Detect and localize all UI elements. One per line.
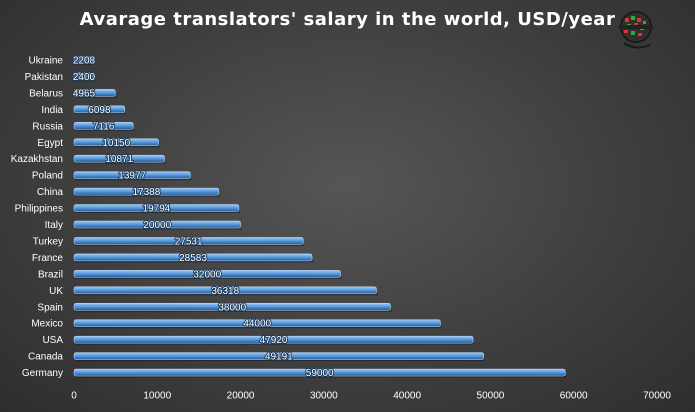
category-label: Ukraine [29, 56, 64, 67]
bar-shadow [75, 195, 220, 197]
bar-shadow [75, 310, 392, 312]
bar-germany [73, 368, 566, 377]
x-tick-label: 60000 [560, 391, 588, 402]
bar-spain [73, 303, 391, 311]
category-label: USA [42, 335, 63, 346]
bar-canada [73, 352, 484, 360]
bar-belarus [73, 89, 116, 97]
category-label: Mexico [31, 319, 63, 330]
bar-kazakhstan [73, 154, 165, 163]
bar-pakistan [73, 72, 95, 81]
bar-shadow [75, 162, 166, 164]
category-label: Italy [45, 220, 63, 231]
bar-poland [73, 171, 191, 179]
data-label: 19794 [143, 204, 171, 215]
category-label: Germany [22, 368, 63, 379]
bar-shadow [75, 79, 95, 82]
category-label: Brazil [38, 269, 63, 280]
chart-title: Avarage translators' salary in the world… [79, 9, 616, 30]
bar-shadow [75, 129, 135, 131]
category-label: Kazakhstan [11, 154, 63, 165]
bar-uk [73, 286, 377, 295]
category-label: China [37, 187, 64, 198]
data-label: 2208 [73, 56, 96, 67]
category-label: India [41, 105, 63, 116]
bar-france [73, 253, 313, 262]
bar-shadow [75, 359, 485, 362]
data-label: 17388 [133, 187, 161, 198]
category-label: Spain [37, 302, 63, 313]
data-label: 27531 [175, 236, 203, 247]
data-label: 13977 [118, 171, 146, 182]
bar-shadow [75, 293, 378, 296]
bar-turkey [73, 237, 304, 245]
x-tick-label: 50000 [477, 391, 505, 402]
data-label: 10150 [102, 138, 130, 149]
bar-india [73, 105, 126, 114]
bar-shadow [75, 112, 126, 115]
bar-egypt [73, 138, 159, 146]
x-tick-label: 10000 [143, 391, 171, 402]
bar-russia [73, 122, 134, 130]
bar-philippines [73, 204, 240, 212]
category-label: Turkey [33, 236, 63, 247]
x-tick-label: 70000 [643, 391, 671, 402]
data-label: 20000 [143, 220, 171, 231]
bar-shadow [75, 277, 342, 279]
bar-shadow [75, 260, 314, 263]
x-tick-label: 20000 [227, 391, 255, 402]
x-tick-label: 40000 [393, 391, 421, 402]
bar-shadow [75, 343, 475, 345]
bar-usa [73, 335, 474, 344]
category-label: Philippines [15, 204, 63, 215]
data-label: 32000 [193, 269, 221, 280]
bar-shadow [75, 228, 242, 230]
category-label: France [32, 253, 64, 264]
bar-shadow [75, 244, 305, 246]
bar-ukraine [73, 56, 93, 64]
bar-shadow [75, 96, 117, 98]
category-label: Canada [28, 352, 63, 363]
category-label: Egypt [37, 138, 63, 149]
data-label: 2400 [73, 72, 96, 83]
data-label: 36318 [211, 286, 239, 297]
data-label: 6098 [88, 105, 111, 116]
category-label: Russia [32, 121, 63, 132]
category-label: Poland [32, 171, 63, 182]
bar-mexico [73, 319, 441, 327]
bar-shadow [75, 326, 442, 329]
bar-shadow [75, 145, 160, 148]
data-label: 47920 [260, 335, 288, 346]
data-label: 10871 [105, 154, 133, 165]
data-label: 59000 [306, 368, 334, 379]
x-tick-label: 0 [71, 391, 77, 402]
data-label: 7116 [93, 121, 115, 132]
bar-china [73, 187, 220, 196]
category-label: Belarus [29, 88, 63, 99]
globe-logo-icon [619, 11, 653, 49]
bar-brazil [73, 270, 341, 278]
x-tick-label: 30000 [310, 391, 338, 402]
bar-italy [73, 220, 241, 229]
bar-shadow [75, 211, 240, 214]
data-label: 28583 [179, 253, 207, 264]
category-label: UK [49, 286, 63, 297]
data-label: 49191 [265, 352, 293, 363]
bar-shadow [75, 63, 94, 65]
data-label: 4965 [73, 88, 96, 99]
bar-shadow [75, 376, 567, 378]
data-label: 38000 [218, 302, 246, 313]
category-label: Pakistan [25, 72, 63, 83]
data-label: 44000 [243, 319, 271, 330]
bar-shadow [75, 178, 192, 181]
